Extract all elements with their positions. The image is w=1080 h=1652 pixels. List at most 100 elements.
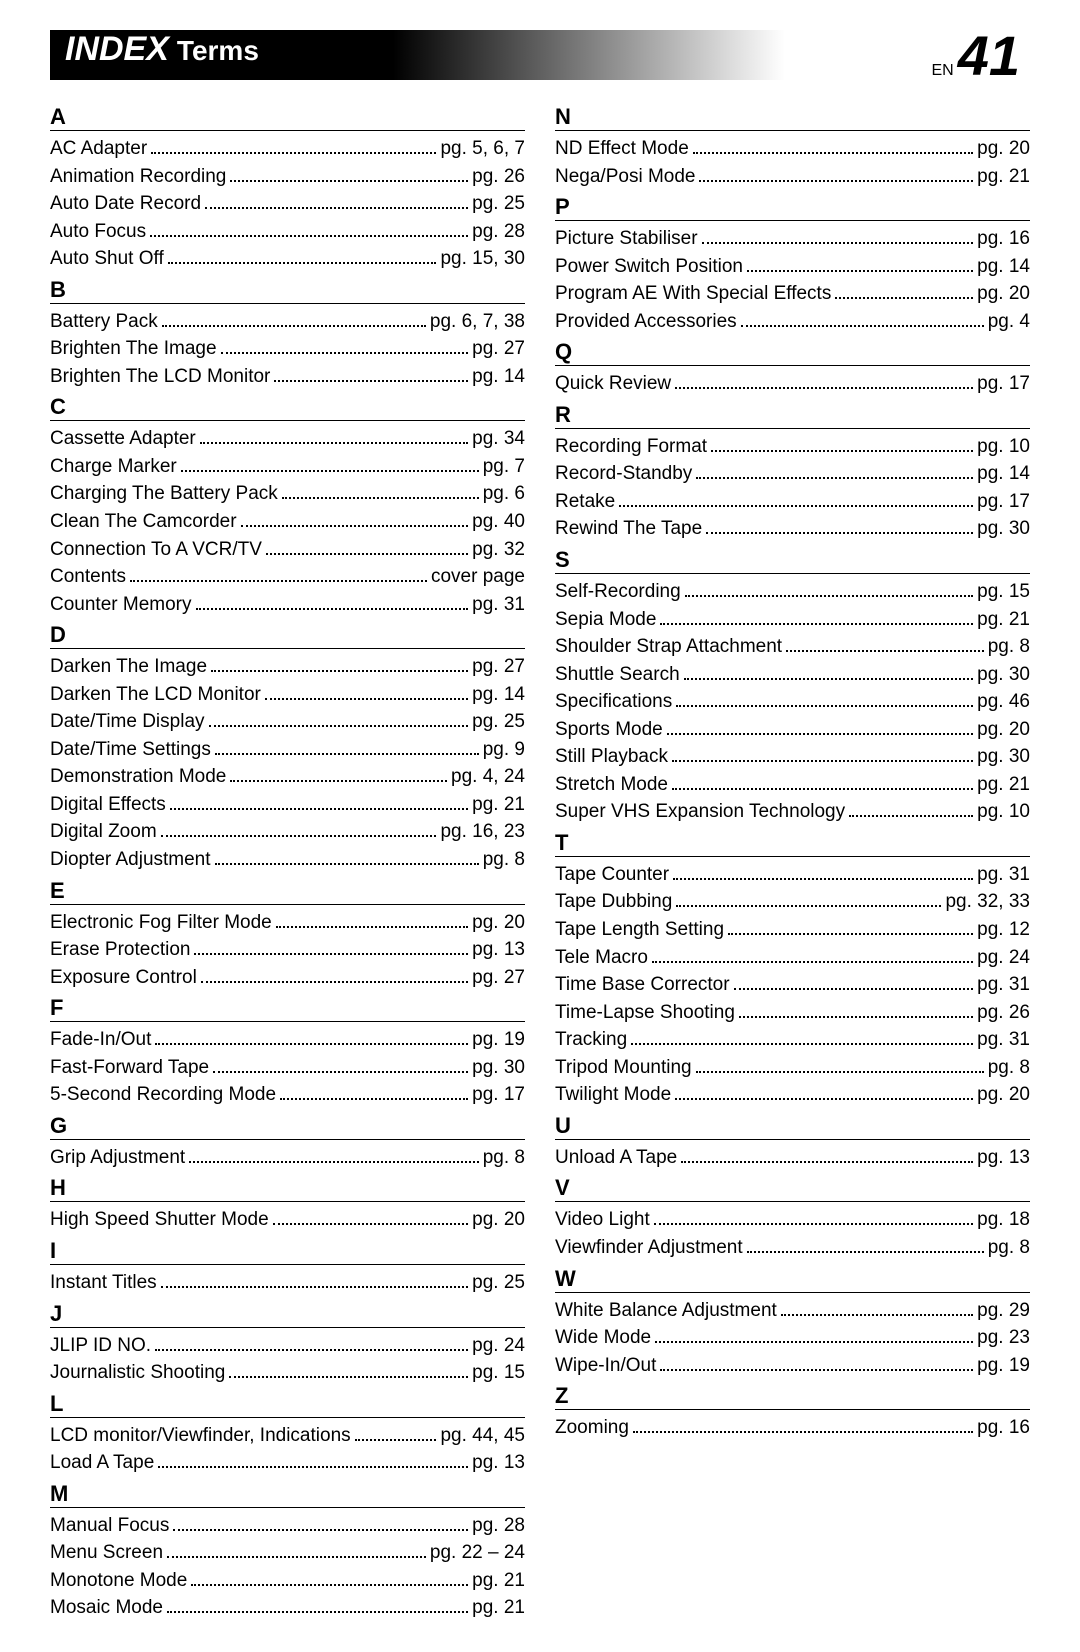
entry-page: pg. 44, 45 [440, 1422, 525, 1450]
entry-term: Tape Counter [555, 861, 669, 889]
index-entry: Counter Memorypg. 31 [50, 591, 525, 619]
entry-dot-leader [631, 1043, 973, 1045]
entry-page: pg. 4 [988, 308, 1030, 336]
index-entry: Record-Standbypg. 14 [555, 460, 1030, 488]
index-entry: Provided Accessoriespg. 4 [555, 308, 1030, 336]
entry-term: Record-Standby [555, 460, 692, 488]
entry-dot-leader [696, 1071, 984, 1073]
entry-dot-leader [693, 152, 973, 154]
entry-term: Load A Tape [50, 1449, 154, 1477]
entry-term: Fast-Forward Tape [50, 1054, 209, 1082]
entry-page: pg. 14 [472, 681, 525, 709]
section-letter: A [50, 104, 525, 131]
entry-dot-leader [699, 180, 973, 182]
index-entry: Shoulder Strap Attachmentpg. 8 [555, 633, 1030, 661]
index-entry: Still Playback pg. 30 [555, 743, 1030, 771]
entry-page: pg. 30 [977, 661, 1030, 689]
section-letter: M [50, 1481, 525, 1508]
entry-page: pg. 20 [977, 280, 1030, 308]
entry-page: pg. 30 [977, 743, 1030, 771]
index-entry: Self-Recordingpg. 15 [555, 578, 1030, 606]
entry-page: pg. 21 [472, 1594, 525, 1622]
index-entry: Charge Markerpg. 7 [50, 453, 525, 481]
entry-dot-leader [266, 553, 468, 555]
entry-term: Recording Format [555, 433, 707, 461]
entry-page: pg. 4, 24 [451, 763, 525, 791]
entry-term: Stretch Mode [555, 771, 668, 799]
entry-dot-leader [230, 780, 447, 782]
entry-term: Still Playback [555, 743, 668, 771]
entry-term: Rewind The Tape [555, 515, 702, 543]
entry-page: pg. 8 [988, 633, 1030, 661]
index-column-right: NND Effect Modepg. 20Nega/Posi Modepg. 2… [555, 100, 1030, 1622]
entry-term: Viewfinder Adjustment [555, 1234, 743, 1262]
entry-dot-leader [215, 753, 479, 755]
section-letter: Z [555, 1383, 1030, 1410]
index-column-left: AAC Adapterpg. 5, 6, 7Animation Recordin… [50, 100, 525, 1622]
index-entry: Battery Packpg. 6, 7, 38 [50, 308, 525, 336]
entry-dot-leader [675, 1098, 973, 1100]
entry-term: Power Switch Position [555, 253, 743, 281]
index-entry: Erase Protectionpg. 13 [50, 936, 525, 964]
index-entry: Power Switch Positionpg. 14 [555, 253, 1030, 281]
entry-term: Darken The LCD Monitor [50, 681, 261, 709]
entry-dot-leader [355, 1439, 437, 1441]
entry-term: Auto Focus [50, 218, 146, 246]
entry-term: Tele Macro [555, 944, 648, 972]
index-entry: Tele Macropg. 24 [555, 944, 1030, 972]
entry-page: pg. 15, 30 [440, 245, 525, 273]
index-entry: 5-Second Recording Modepg. 17 [50, 1081, 525, 1109]
index-entry: Manual Focuspg. 28 [50, 1512, 525, 1540]
entry-page: pg. 25 [472, 1269, 525, 1297]
index-entry: Specificationspg. 46 [555, 688, 1030, 716]
index-entry: Tape Length Settingpg. 12 [555, 916, 1030, 944]
index-entry: Menu Screenpg. 22 – 24 [50, 1539, 525, 1567]
entry-page: pg. 27 [472, 335, 525, 363]
entry-dot-leader [155, 1349, 468, 1351]
section-letter: L [50, 1391, 525, 1418]
entry-term: Darken The Image [50, 653, 207, 681]
entry-term: 5-Second Recording Mode [50, 1081, 276, 1109]
entry-term: Shuttle Search [555, 661, 680, 689]
entry-term: Counter Memory [50, 591, 192, 619]
entry-page: pg. 28 [472, 218, 525, 246]
entry-term: Menu Screen [50, 1539, 163, 1567]
entry-term: High Speed Shutter Mode [50, 1206, 269, 1234]
entry-dot-leader [273, 1223, 469, 1225]
entry-page: pg. 21 [977, 163, 1030, 191]
entry-term: Wipe-In/Out [555, 1352, 656, 1380]
entry-page: pg. 15 [472, 1359, 525, 1387]
entry-term: ND Effect Mode [555, 135, 689, 163]
entry-page: pg. 20 [472, 1206, 525, 1234]
index-entry: Charging The Battery Packpg. 6 [50, 480, 525, 508]
entry-dot-leader [734, 988, 974, 990]
entry-term: Demonstration Mode [50, 763, 226, 791]
index-entry: Viewfinder Adjustmentpg. 8 [555, 1234, 1030, 1262]
page-number-block: EN 41 [931, 23, 1030, 88]
entry-dot-leader [660, 623, 973, 625]
entry-term: AC Adapter [50, 135, 147, 163]
entry-page: pg. 21 [472, 1567, 525, 1595]
entry-term: Charging The Battery Pack [50, 480, 278, 508]
entry-page: pg. 8 [483, 1144, 525, 1172]
index-entry: Picture Stabiliserpg. 16 [555, 225, 1030, 253]
entry-page: pg. 26 [472, 163, 525, 191]
entry-term: Auto Date Record [50, 190, 201, 218]
index-entry: Zoomingpg. 16 [555, 1414, 1030, 1442]
index-entry: Fast-Forward Tapepg. 30 [50, 1054, 525, 1082]
entry-dot-leader [835, 297, 973, 299]
section-letter: V [555, 1175, 1030, 1202]
index-entry: Nega/Posi Modepg. 21 [555, 163, 1030, 191]
entry-dot-leader [633, 1431, 973, 1433]
entry-dot-leader [167, 1556, 426, 1558]
entry-page: pg. 18 [977, 1206, 1030, 1234]
entry-page: pg. 21 [977, 606, 1030, 634]
entry-dot-leader [786, 650, 984, 652]
entry-page: pg. 16 [977, 225, 1030, 253]
entry-term: Tripod Mounting [555, 1054, 692, 1082]
entry-dot-leader [660, 1369, 973, 1371]
index-entry: Auto Shut Offpg. 15, 30 [50, 245, 525, 273]
entry-dot-leader [696, 477, 973, 479]
entry-page: pg. 17 [977, 370, 1030, 398]
entry-dot-leader [201, 981, 468, 983]
